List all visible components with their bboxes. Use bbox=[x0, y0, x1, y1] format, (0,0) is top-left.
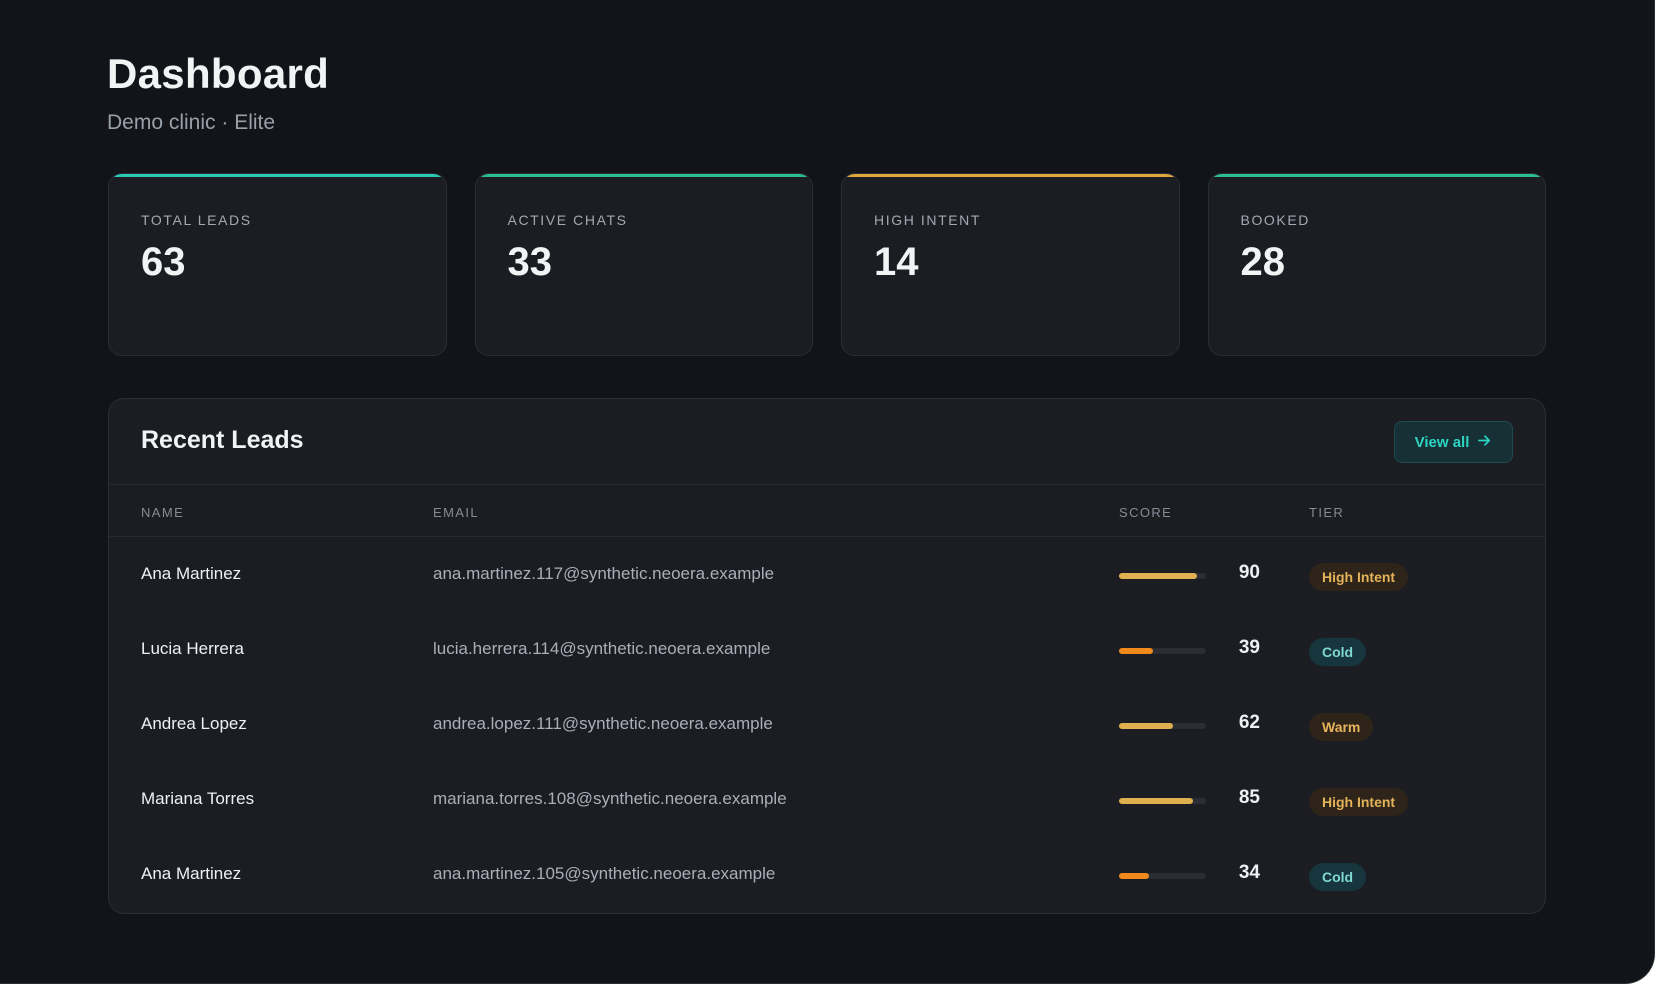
score-value: 39 bbox=[1238, 637, 1260, 658]
score-bar-fill bbox=[1119, 573, 1198, 579]
column-header-score[interactable]: SCORE bbox=[1119, 505, 1173, 520]
stat-value: 28 bbox=[1240, 240, 1286, 284]
page-subtitle: Demo clinic · Elite bbox=[107, 111, 276, 134]
column-header-email[interactable]: EMAIL bbox=[433, 505, 480, 520]
table-row[interactable]: Lucia Herrera lucia.herrera.114@syntheti… bbox=[109, 613, 1545, 688]
score-value: 90 bbox=[1238, 562, 1260, 583]
stat-accent-bar bbox=[109, 174, 446, 177]
lead-name: Ana Martinez bbox=[141, 864, 242, 883]
stat-label: ACTIVE CHATS bbox=[507, 212, 628, 228]
score-bar bbox=[1119, 873, 1206, 879]
arrow-right-icon bbox=[1477, 433, 1492, 452]
table-row[interactable]: Mariana Torres mariana.torres.108@synthe… bbox=[109, 763, 1545, 838]
view-all-button[interactable]: View all bbox=[1394, 421, 1513, 463]
tier-badge: High Intent bbox=[1309, 563, 1409, 591]
tier-badge: Cold bbox=[1309, 863, 1367, 891]
recent-leads-header: Recent Leads View all bbox=[109, 399, 1545, 485]
stat-card-high-intent: HIGH INTENT 14 bbox=[841, 173, 1180, 356]
stat-accent-bar bbox=[475, 174, 812, 177]
stat-label: BOOKED bbox=[1240, 212, 1311, 228]
lead-email: ana.martinez.117@synthetic.neoera.exampl… bbox=[433, 564, 775, 583]
lead-name: Ana Martinez bbox=[141, 564, 242, 583]
stat-label: HIGH INTENT bbox=[874, 212, 982, 228]
lead-email: ana.martinez.105@synthetic.neoera.exampl… bbox=[433, 864, 776, 883]
lead-name: Mariana Torres bbox=[141, 789, 255, 808]
table-row[interactable]: Ana Martinez ana.martinez.117@synthetic.… bbox=[109, 538, 1545, 613]
stat-accent-bar bbox=[842, 174, 1179, 177]
lead-email: mariana.torres.108@synthetic.neoera.exam… bbox=[433, 789, 787, 808]
score-value: 34 bbox=[1238, 862, 1260, 883]
table-header: NAME EMAIL SCORE TIER bbox=[109, 485, 1545, 537]
stat-card-active-chats: ACTIVE CHATS 33 bbox=[474, 173, 813, 356]
column-header-tier[interactable]: TIER bbox=[1309, 505, 1345, 520]
table-row[interactable]: Ana Martinez ana.martinez.105@synthetic.… bbox=[109, 838, 1545, 913]
stat-accent-bar bbox=[1208, 174, 1545, 177]
stat-value: 14 bbox=[874, 240, 919, 284]
lead-name: Lucia Herrera bbox=[141, 639, 244, 658]
recent-leads-title: Recent Leads bbox=[141, 426, 304, 454]
table-row[interactable]: Andrea Lopez andrea.lopez.111@synthetic.… bbox=[109, 688, 1545, 763]
lead-name: Andrea Lopez bbox=[141, 714, 247, 733]
stat-value: 33 bbox=[507, 240, 553, 284]
score-bar bbox=[1119, 723, 1206, 729]
stats-row: TOTAL LEADS 63 ACTIVE CHATS 33 HIGH INTE… bbox=[108, 173, 1546, 356]
lead-email: lucia.herrera.114@synthetic.neoera.examp… bbox=[433, 639, 771, 658]
score-bar bbox=[1119, 573, 1206, 579]
lead-email: andrea.lopez.111@synthetic.neoera.exampl… bbox=[433, 714, 773, 733]
page-title: Dashboard bbox=[107, 50, 330, 97]
stat-label: TOTAL LEADS bbox=[141, 212, 252, 228]
view-all-label: View all bbox=[1414, 433, 1470, 451]
score-bar-fill bbox=[1119, 798, 1193, 804]
score-value: 85 bbox=[1238, 787, 1260, 808]
stat-card-total-leads: TOTAL LEADS 63 bbox=[108, 173, 447, 356]
score-bar-fill bbox=[1119, 723, 1173, 729]
tier-badge: Cold bbox=[1309, 638, 1367, 666]
score-bar-fill bbox=[1119, 873, 1149, 879]
score-bar bbox=[1119, 798, 1206, 804]
recent-leads-panel: Recent Leads View all NAME EMAIL SCORE T… bbox=[108, 398, 1546, 914]
tier-badge: High Intent bbox=[1309, 788, 1409, 816]
stat-value: 63 bbox=[141, 240, 186, 284]
column-header-name[interactable]: NAME bbox=[141, 505, 185, 520]
stat-card-booked: BOOKED 28 bbox=[1207, 173, 1546, 356]
score-value: 62 bbox=[1238, 712, 1260, 733]
tier-badge: Warm bbox=[1309, 713, 1374, 741]
score-bar bbox=[1119, 648, 1206, 654]
score-bar-fill bbox=[1119, 648, 1153, 654]
